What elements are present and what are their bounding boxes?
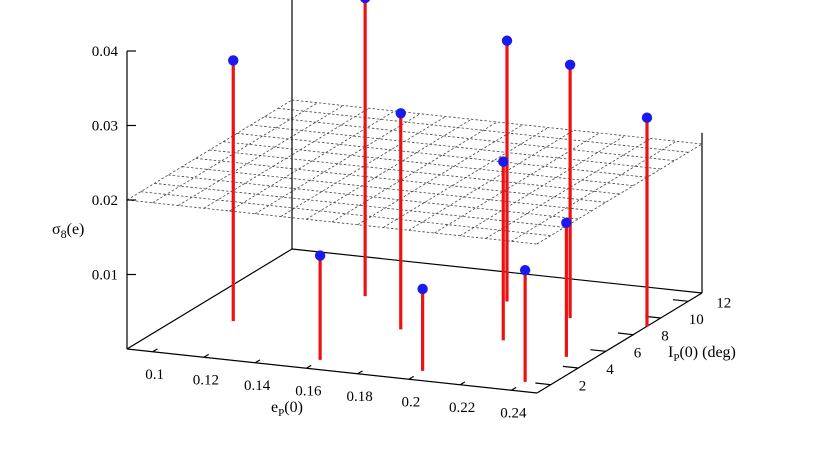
- impulses: [228, 0, 653, 382]
- data-point: [360, 0, 370, 4]
- x-tick-mark: [152, 348, 158, 353]
- y-axis-label: IP(0) (deg): [668, 344, 736, 364]
- grid-line-x: [408, 129, 575, 231]
- data-point: [501, 35, 513, 46]
- grid-line-y: [126, 199, 538, 245]
- x-tick-label: 0.24: [500, 405, 527, 421]
- data-point: [228, 55, 239, 66]
- grid-line-y: [278, 107, 689, 153]
- grid-line-y: [236, 132, 648, 178]
- x-tick-label: 0.12: [193, 372, 219, 388]
- data-point: [498, 156, 509, 167]
- data-point: [519, 264, 531, 276]
- grid-plane: [126, 99, 703, 245]
- grid-line-y: [209, 149, 620, 195]
- grid-line-y: [181, 166, 593, 212]
- x-tick-mark: [408, 375, 414, 380]
- base-left-edge: [126, 248, 293, 350]
- grid-line-x: [152, 102, 318, 204]
- y-tick-label: 8: [661, 329, 669, 345]
- grid-line-y: [264, 116, 675, 162]
- x-tick-label: 0.16: [295, 383, 322, 399]
- y-tick-mark: [535, 382, 551, 386]
- x-tick-mark: [459, 381, 466, 386]
- x-tick-label: 0.1: [145, 367, 164, 383]
- data-point: [561, 217, 572, 229]
- axis-ticks: 0.1 0.12 0.14 0.16 0.18 0.2 0.22 0.24 2 4 6 8 10 12 0.…: [92, 44, 732, 421]
- grid-line-y: [291, 99, 703, 145]
- grid-line-x: [511, 140, 677, 242]
- x-tick-label: 0.22: [449, 400, 475, 416]
- z-tick-label: 0.01: [92, 268, 118, 284]
- x-tick-mark: [254, 359, 261, 364]
- grid-line-y: [140, 191, 551, 237]
- grid-line-y: [250, 124, 661, 170]
- x-tick-mark: [203, 353, 209, 358]
- data-point: [564, 59, 576, 70]
- y-tick-mark: [617, 332, 634, 336]
- data-point: [417, 283, 428, 295]
- y-tick-mark: [590, 349, 606, 352]
- y-tick-label: 12: [716, 295, 731, 311]
- y-tick-mark: [562, 365, 579, 369]
- y-tick-label: 6: [634, 345, 642, 361]
- base-back-edge: [291, 248, 703, 294]
- grid-line-x: [434, 132, 600, 234]
- y-tick-label: 2: [579, 379, 587, 395]
- z-tick-label: 0.04: [92, 44, 119, 60]
- z-tick-label: 0.03: [92, 119, 118, 135]
- data-point: [314, 250, 326, 261]
- x-axis-line: [126, 348, 538, 394]
- grid-line-x: [254, 113, 421, 215]
- x-tick-label: 0.18: [347, 389, 373, 405]
- y-tick-label: 4: [606, 362, 614, 378]
- grid-line-y: [168, 174, 579, 220]
- x-tick-mark: [357, 370, 363, 375]
- grid-line-y: [154, 182, 565, 228]
- y-tick-mark: [672, 299, 689, 302]
- grid-line-y: [195, 157, 606, 203]
- data-point: [395, 108, 406, 119]
- data-point: [641, 112, 653, 123]
- z-axis-label: σ8(e): [52, 221, 84, 241]
- grid-line-x: [229, 110, 395, 212]
- grid-line-x: [331, 121, 498, 223]
- z-tick-label: 0.02: [92, 193, 118, 209]
- x-axis-label: eP(0): [271, 399, 303, 419]
- x-tick-mark: [306, 364, 312, 369]
- x-tick-mark: [511, 386, 517, 391]
- y-tick-label: 10: [689, 312, 704, 328]
- y-axis-line: [536, 292, 703, 394]
- x-tick-label: 0.2: [402, 394, 421, 410]
- x-tick-label: 0.14: [244, 378, 271, 394]
- grid-line-x: [536, 143, 703, 245]
